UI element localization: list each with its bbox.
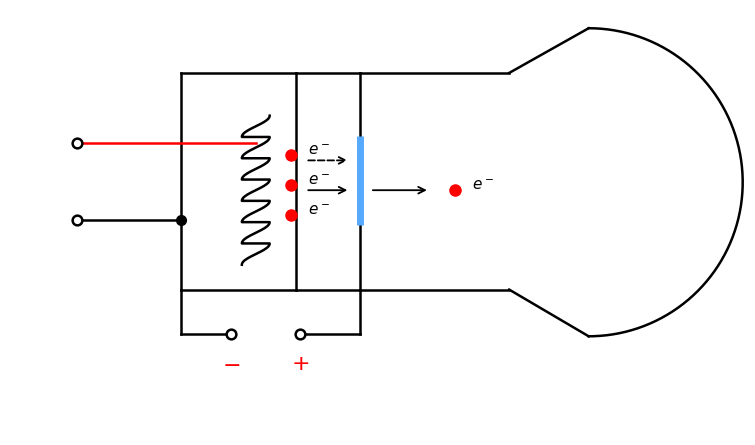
- Text: $e^-$: $e^-$: [309, 202, 331, 218]
- Text: $e^-$: $e^-$: [473, 178, 495, 193]
- Text: $e^-$: $e^-$: [309, 143, 331, 158]
- Text: $+$: $+$: [291, 354, 310, 374]
- Text: $e^-$: $e^-$: [309, 173, 331, 188]
- Text: $-$: $-$: [222, 354, 240, 374]
